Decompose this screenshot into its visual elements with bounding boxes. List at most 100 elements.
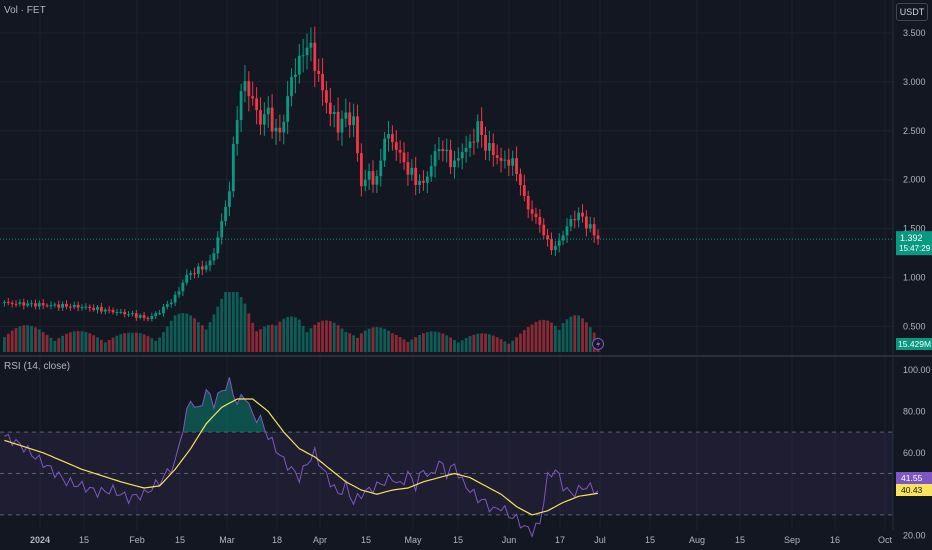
candle (173, 291, 177, 307)
volume-bar (30, 325, 33, 352)
candle-body (266, 107, 270, 115)
candle-body (45, 305, 49, 307)
volume-bar (352, 335, 355, 352)
candle (158, 309, 161, 316)
candle (247, 71, 251, 112)
candle (363, 169, 367, 192)
volume-bar (441, 333, 445, 352)
volume-bar (585, 322, 588, 352)
volume-bar (449, 337, 452, 352)
candle-body (588, 224, 592, 229)
volume-bar (228, 292, 231, 352)
candle (480, 107, 484, 148)
volume-bar (212, 314, 216, 352)
candle-body (433, 151, 437, 167)
volume-bar (542, 319, 546, 352)
candle (169, 299, 173, 308)
volume-bar (422, 333, 425, 352)
volume-bar (53, 340, 57, 352)
volume-bar (495, 337, 499, 352)
candle-body (507, 159, 511, 166)
candle (410, 159, 414, 181)
volume-bar (363, 330, 367, 352)
volume-bar (88, 333, 92, 352)
candle (6, 297, 10, 306)
candle-body (577, 212, 581, 221)
candle-body (57, 304, 61, 308)
volume-bar (371, 327, 375, 352)
lightning-icon[interactable] (592, 338, 604, 350)
volume-bar (131, 332, 134, 352)
candle (491, 133, 495, 167)
volume-bar (379, 327, 383, 352)
candle (592, 217, 596, 243)
candle-body (441, 149, 445, 152)
candle (394, 130, 398, 161)
candle-body (138, 315, 142, 318)
candle (317, 58, 321, 83)
candle-body (92, 307, 96, 310)
volume-bar (367, 328, 371, 352)
candle-body (34, 303, 37, 307)
candle-body (65, 303, 68, 307)
candle-body (158, 313, 161, 315)
candle (100, 303, 103, 314)
volume-bar (266, 325, 270, 352)
candle-body (290, 76, 293, 97)
candle (499, 147, 503, 173)
volume-bar (499, 339, 503, 352)
candle (441, 140, 445, 162)
candle (596, 229, 600, 245)
volume-bar (282, 318, 286, 352)
candle-body (313, 42, 317, 71)
volume-bar (425, 332, 429, 352)
candle (154, 311, 158, 320)
currency-button[interactable]: USDT (896, 3, 928, 21)
candle (185, 269, 189, 286)
candle-body (460, 152, 464, 159)
candle (18, 299, 22, 307)
candle (511, 150, 515, 176)
candle-body (344, 112, 348, 119)
candle (348, 102, 352, 138)
candle-body (367, 171, 371, 180)
volume-bar (150, 338, 154, 352)
candle-body (402, 152, 406, 163)
volume-bar (3, 337, 6, 352)
candle-body (208, 260, 212, 266)
candle-body (231, 143, 235, 192)
candle (270, 93, 274, 139)
volume-bar (76, 331, 80, 352)
volume-bar (491, 335, 495, 352)
candle (456, 147, 460, 168)
candle-body (278, 127, 282, 133)
candle (30, 300, 33, 308)
candle (359, 143, 363, 197)
volume-bar (154, 340, 158, 352)
rsi-tick-label: 60.00 (903, 448, 926, 458)
volume-bar (464, 338, 468, 352)
volume-bar (309, 328, 313, 352)
volume-bar (581, 318, 584, 352)
candle-body (394, 142, 398, 150)
candle-body (251, 96, 255, 99)
candle-body (398, 149, 402, 153)
candle-body (596, 235, 600, 240)
volume-bar (387, 330, 390, 352)
volume-bar (111, 337, 115, 352)
candle-body (297, 55, 301, 75)
candle-body (115, 311, 119, 313)
volume-bar (313, 324, 317, 352)
candle-body (103, 309, 107, 312)
candle (290, 68, 293, 107)
volume-bar (119, 334, 123, 352)
candle (305, 33, 309, 70)
price-tick-label: 1.500 (903, 224, 926, 234)
candle (22, 298, 26, 310)
candle-body (550, 239, 553, 251)
candle (41, 299, 45, 309)
candle-body (88, 306, 92, 308)
volume-bar (534, 321, 538, 352)
candle (282, 114, 286, 145)
